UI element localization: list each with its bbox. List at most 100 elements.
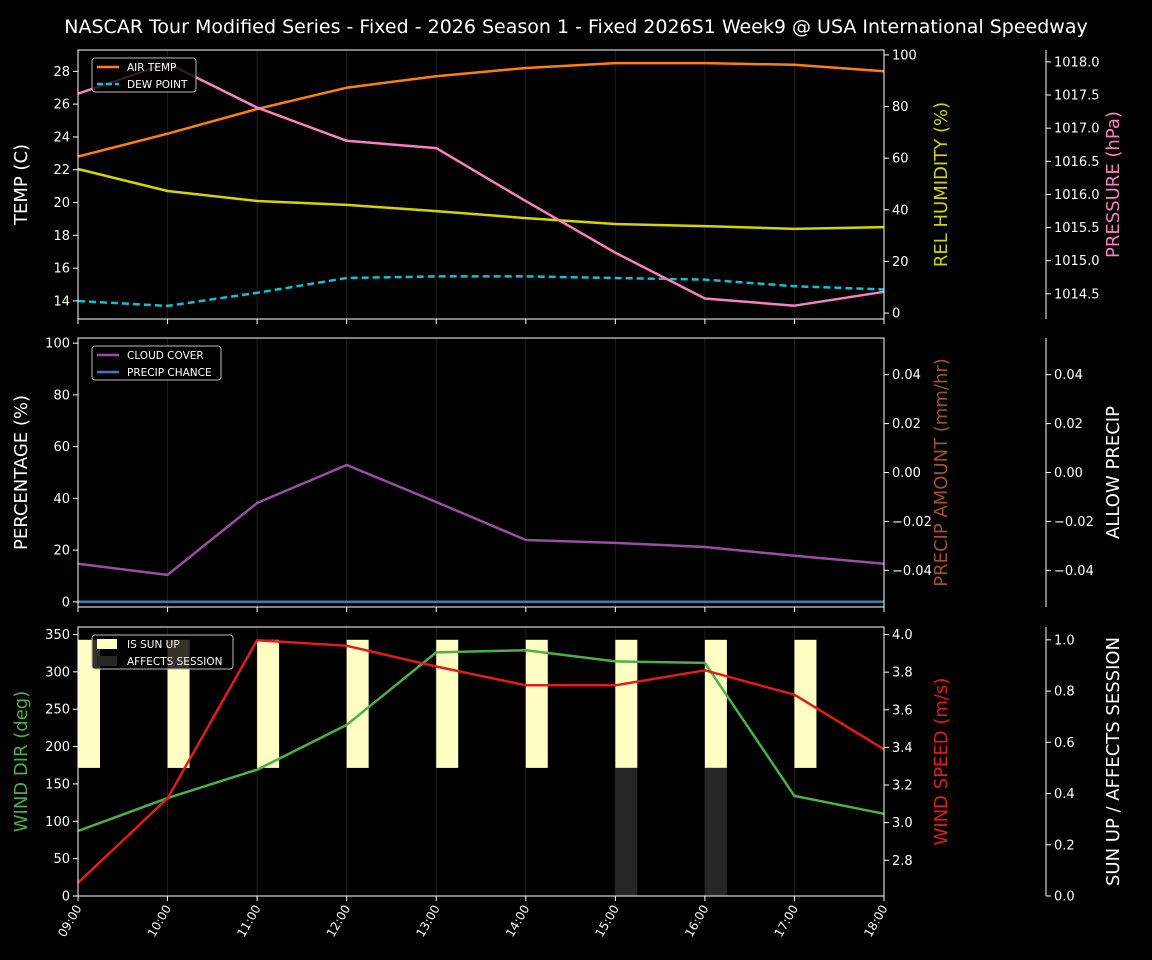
x-tick-label: 18:00 [861, 903, 890, 940]
left-tick-label: 60 [53, 440, 70, 455]
right-tick-label: −0.02 [892, 515, 932, 530]
bar-affects-session [615, 767, 638, 896]
bar-is-sun-up [704, 639, 727, 768]
left-tick-label: 100 [45, 337, 70, 352]
left-tick-label: 300 [45, 665, 70, 680]
series-cloud-cover [77, 463, 885, 577]
series-air-temp [77, 61, 885, 158]
left-tick-label: 24 [53, 130, 70, 145]
legend-label-affects-session: AFFECTS SESSION [127, 656, 223, 668]
x-tick-label: 11:00 [234, 903, 263, 940]
bar-is-sun-up [615, 639, 638, 768]
left-tick-label: 50 [53, 852, 70, 867]
outer-tick-label: 0.0 [1054, 890, 1075, 905]
left-tick-label: 100 [45, 815, 70, 830]
outer-tick-label: 1016.5 [1054, 155, 1100, 170]
legend-label-precip-chance: PRECIP CHANCE [127, 367, 212, 379]
right-tick-label: 80 [892, 100, 909, 115]
legend-swatch-is-sun-up [97, 639, 117, 649]
outer-tick-label: 0.2 [1054, 838, 1075, 853]
right-tick-label: 3.4 [892, 741, 913, 756]
left-axis-label: WIND DIR (deg) [11, 691, 32, 833]
left-tick-label: 0 [62, 595, 70, 610]
right-tick-label: 40 [892, 203, 909, 218]
right-tick-label: 3.0 [892, 816, 913, 831]
series-rel-humidity [77, 167, 885, 231]
left-tick-label: 150 [45, 777, 70, 792]
left-tick-label: 40 [53, 492, 70, 507]
outer-tick-label: 1015.5 [1054, 221, 1100, 236]
series-dew-point [77, 275, 885, 308]
legend-box [91, 345, 222, 381]
x-tick-label: 16:00 [682, 903, 711, 940]
left-tick-label: 16 [53, 262, 70, 277]
legend-swatch-affects-session [97, 656, 117, 666]
right-tick-label: −0.04 [892, 564, 932, 579]
legend-label-air-temp: AIR TEMP [127, 62, 176, 74]
x-tick-label: 14:00 [503, 903, 532, 940]
right-tick-label: 20 [892, 255, 909, 270]
right-tick-label: 0.00 [892, 466, 921, 481]
bar-is-sun-up [794, 639, 817, 768]
left-tick-label: 350 [45, 628, 70, 643]
x-tick-label: 17:00 [772, 903, 801, 940]
panel-3: 09:00 10:00 11:00 12:00 13:00 14:00 15:00 16:00… [11, 626, 1124, 940]
right-axis-label: PRECIP AMOUNT (mm/hr) [931, 358, 952, 587]
left-tick-label: 20 [53, 196, 70, 211]
legend-label-is-sun-up: IS SUN UP [127, 639, 180, 651]
left-axis-label: PERCENTAGE (%) [11, 395, 32, 550]
x-tick-label: 10:00 [145, 903, 174, 940]
left-tick-label: 200 [45, 740, 70, 755]
x-tick-label: 09:00 [55, 903, 84, 940]
panel-1: 14 16 18 20 22 24 26 28 TEMP (C) 0 20 40 60 80 100 REL … [11, 48, 1124, 324]
left-tick-label: 20 [53, 544, 70, 559]
x-tick-label: 12:00 [324, 903, 353, 940]
legend: CLOUD COVER PRECIP CHANCE [91, 345, 222, 381]
left-tick-label: 26 [53, 98, 70, 113]
x-tick-label: 15:00 [593, 903, 622, 940]
legend: AIR TEMP DEW POINT [91, 57, 197, 93]
outer-tick-label: 0.02 [1054, 417, 1083, 432]
outer-tick-label: 0.4 [1054, 787, 1075, 802]
series-pressure-hpa [77, 62, 885, 307]
outer-tick-label: 1014.5 [1054, 287, 1100, 302]
series-wind-speed-m-s [77, 638, 885, 884]
left-tick-label: 28 [53, 65, 70, 80]
bar-is-sun-up [167, 639, 190, 768]
right-tick-label: 2.8 [892, 854, 913, 869]
outer-tick-label: 0.8 [1054, 685, 1075, 700]
right-tick-label: 0.02 [892, 417, 921, 432]
legend-label-dew-point: DEW POINT [127, 79, 188, 91]
bar-is-sun-up [78, 639, 100, 768]
outer-tick-label: −0.02 [1054, 515, 1094, 530]
left-axis-label: TEMP (C) [11, 144, 32, 226]
outer-tick-label: 1017.5 [1054, 89, 1100, 104]
bar-is-sun-up [525, 639, 548, 768]
left-tick-label: 22 [53, 163, 70, 178]
outer-tick-label: 1016.0 [1054, 188, 1100, 203]
left-tick-label: 250 [45, 703, 70, 718]
bar-is-sun-up [257, 639, 280, 768]
left-tick-label: 80 [53, 388, 70, 403]
outer-tick-label: 0.6 [1054, 736, 1075, 751]
outer-tick-label: 1015.0 [1054, 254, 1100, 269]
bar-is-sun-up [436, 639, 459, 768]
series-wind-dir-deg [77, 648, 885, 833]
outer-tick-label: 1.0 [1054, 633, 1075, 648]
right-tick-label: 3.6 [892, 703, 913, 718]
right-tick-label: 60 [892, 152, 909, 167]
outer-tick-label: 1017.0 [1054, 122, 1100, 137]
bar-is-sun-up [346, 639, 369, 768]
left-tick-label: 0 [62, 890, 70, 905]
bar-affects-session [704, 767, 727, 896]
outer-tick-label: 0.04 [1054, 368, 1083, 383]
plot-frame [77, 626, 885, 897]
right-tick-label: 4.0 [892, 628, 913, 643]
panel-2: 0 20 40 60 80 100 PERCENTAGE (%) −0.04 −0.02 0.00… [11, 337, 1124, 612]
chart-title: NASCAR Tour Modified Series - Fixed - 20… [64, 16, 1088, 38]
outer-tick-label: 0.00 [1054, 466, 1083, 481]
plot-frame [77, 49, 885, 320]
legend-label-cloud-cover: CLOUD COVER [127, 350, 204, 362]
outer-axis-label: ALLOW PRECIP [1103, 406, 1124, 539]
